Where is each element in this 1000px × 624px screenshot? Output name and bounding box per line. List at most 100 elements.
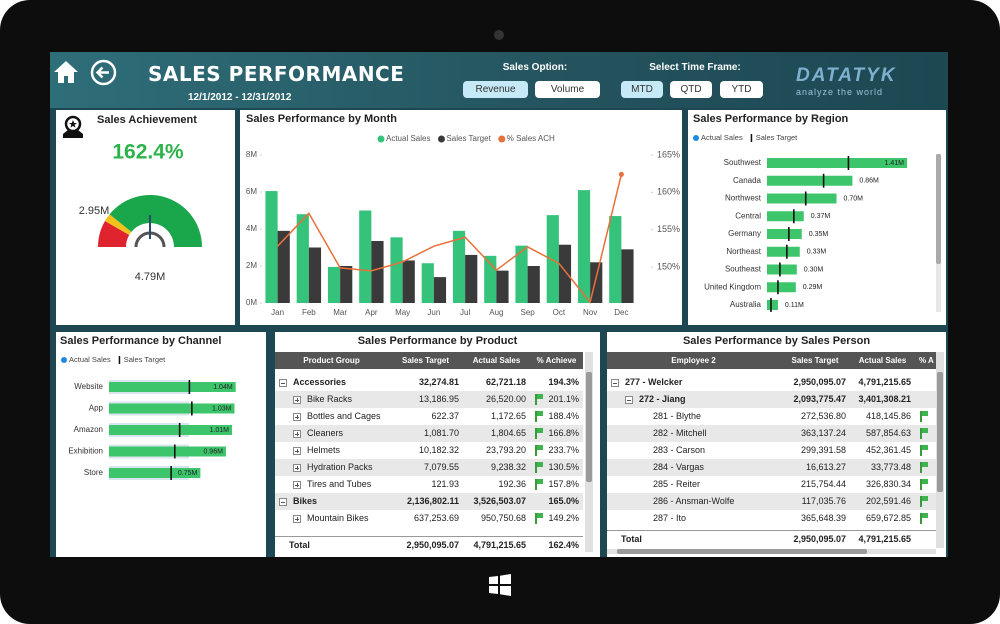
back-button[interactable]: [90, 59, 117, 86]
scrollbar-thumb[interactable]: [617, 549, 867, 554]
month-panel: Sales Performance by Month 0M 2M 4M 6M 8M 150…: [240, 110, 682, 325]
table-row: Bottles and Cages 622.37 1,172.65 188.4%: [275, 408, 583, 425]
y-tick-label: 2M: [246, 261, 257, 270]
table-cell: 286 - Ansman-Wolfe: [653, 496, 735, 506]
channel-chart: Sales Performance by Channel Actual Sale…: [60, 335, 236, 480]
data-label: 0.33M: [807, 249, 827, 256]
bar: [109, 446, 226, 457]
scrollbar-thumb[interactable]: [937, 372, 943, 492]
data-label: 0.96M: [203, 448, 223, 455]
table-cell: 4,791,215.65: [858, 534, 911, 544]
table-cell: 950,750.68: [480, 513, 526, 523]
award-icon: [63, 115, 83, 138]
legend-marker: [118, 356, 121, 364]
x-tick-label: May: [395, 308, 410, 317]
y-tick-label: 4M: [246, 224, 257, 233]
ytd-button[interactable]: YTD: [720, 81, 763, 98]
legend-label: Sales Target: [446, 134, 491, 143]
home-button[interactable]: [53, 60, 79, 84]
panel-title: Sales Achievement: [97, 114, 197, 126]
table-cell: 165.0%: [548, 496, 579, 506]
table-cell: 4,791,215.65: [858, 377, 911, 387]
x-tick-label: Jul: [460, 308, 470, 317]
status-flag: [535, 462, 543, 473]
y-tick-label: Germany: [728, 229, 761, 238]
table-cell: Mountain Bikes: [307, 513, 369, 523]
legend-label: % Sales ACH: [507, 134, 555, 143]
collapse-icon[interactable]: [611, 379, 619, 387]
table-cell: 299,391.58: [800, 445, 846, 455]
date-range: 12/1/2012 - 12/31/2012: [188, 92, 292, 103]
table-cell: 157.8%: [548, 479, 579, 489]
bar: [308, 247, 322, 303]
table-cell: Hydration Packs: [307, 462, 373, 472]
y-tick-label: Store: [84, 468, 104, 477]
table-cell: 149.2%: [548, 513, 579, 523]
expand-icon[interactable]: [293, 396, 301, 404]
x-tick-label: Oct: [553, 308, 566, 317]
x-tick-label: Mar: [333, 308, 347, 317]
windows-logo[interactable]: [488, 573, 512, 597]
legend-marker: [437, 135, 445, 143]
table-cell: 363,137.24: [800, 428, 846, 438]
data-label: 1.04M: [213, 384, 233, 391]
status-flag: [920, 513, 928, 524]
scrollbar[interactable]: [936, 352, 944, 548]
product-panel: Sales Performance by Product Product Gro…: [275, 332, 600, 557]
scrollbar-thumb[interactable]: [586, 372, 592, 482]
expand-icon[interactable]: [293, 515, 301, 523]
table-cell: 62,721.18: [485, 377, 526, 387]
gauge-segment: [109, 195, 202, 247]
mtd-button[interactable]: MTD: [621, 81, 663, 98]
bar: [767, 246, 800, 257]
legend-marker: [693, 135, 699, 141]
expand-icon[interactable]: [293, 430, 301, 438]
expand-icon[interactable]: [293, 464, 301, 472]
bar: [767, 300, 778, 310]
table-cell: 13,186.95: [418, 394, 459, 404]
status-flag: [920, 496, 928, 507]
bar: [496, 270, 509, 303]
legend-label: Actual Sales: [701, 133, 743, 142]
expand-icon[interactable]: [293, 413, 301, 421]
status-flag: [535, 513, 543, 524]
bar: [767, 158, 908, 168]
bar: [558, 244, 572, 303]
table-cell: 283 - Carson: [653, 445, 706, 455]
table-cell: 272,536.80: [800, 411, 846, 421]
chart-title: Sales Performance by Region: [693, 113, 849, 125]
table-row: Cleaners 1,081.70 1,804.65 166.8%: [275, 425, 583, 442]
bar: [421, 263, 434, 303]
column-header: Employee 2: [671, 356, 716, 365]
camera: [494, 30, 504, 40]
bar: [371, 241, 384, 303]
qtd-button[interactable]: QTD: [670, 81, 712, 98]
table-cell: 3,401,308.21: [858, 394, 911, 404]
volume-button[interactable]: Volume: [535, 81, 600, 98]
scrollbar-thumb[interactable]: [936, 154, 941, 264]
y2-tick-label: 155%: [657, 224, 680, 234]
table-row: Tires and Tubes 121.93 192.36 157.8%: [275, 476, 583, 493]
revenue-button[interactable]: Revenue: [463, 81, 528, 98]
table-cell: 277 - Welcker: [625, 377, 683, 387]
bar: [265, 191, 278, 303]
collapse-icon[interactable]: [279, 498, 287, 506]
expand-icon[interactable]: [293, 447, 301, 455]
group-row: 277 - Welcker 2,950,095.07 4,791,215.65: [607, 374, 936, 391]
collapse-icon[interactable]: [279, 379, 287, 387]
legend-label: Sales Target: [756, 133, 798, 142]
h-scrollbar[interactable]: [607, 549, 936, 554]
y-tick-label: 8M: [246, 150, 257, 159]
data-label: 1.41M: [885, 160, 905, 167]
bar: [767, 282, 796, 293]
data-label: 0.35M: [809, 231, 829, 238]
total-row: Total 2,950,095.07 4,791,215.65 162.4%: [275, 536, 583, 554]
bar: [621, 249, 634, 303]
gauge: [98, 195, 202, 248]
collapse-icon[interactable]: [625, 396, 633, 404]
scrollbar[interactable]: [585, 352, 593, 552]
data-label: 0.30M: [804, 266, 824, 273]
expand-icon[interactable]: [293, 481, 301, 489]
data-label: 1.03M: [212, 405, 232, 412]
table-cell: 1,172.65: [490, 411, 526, 421]
